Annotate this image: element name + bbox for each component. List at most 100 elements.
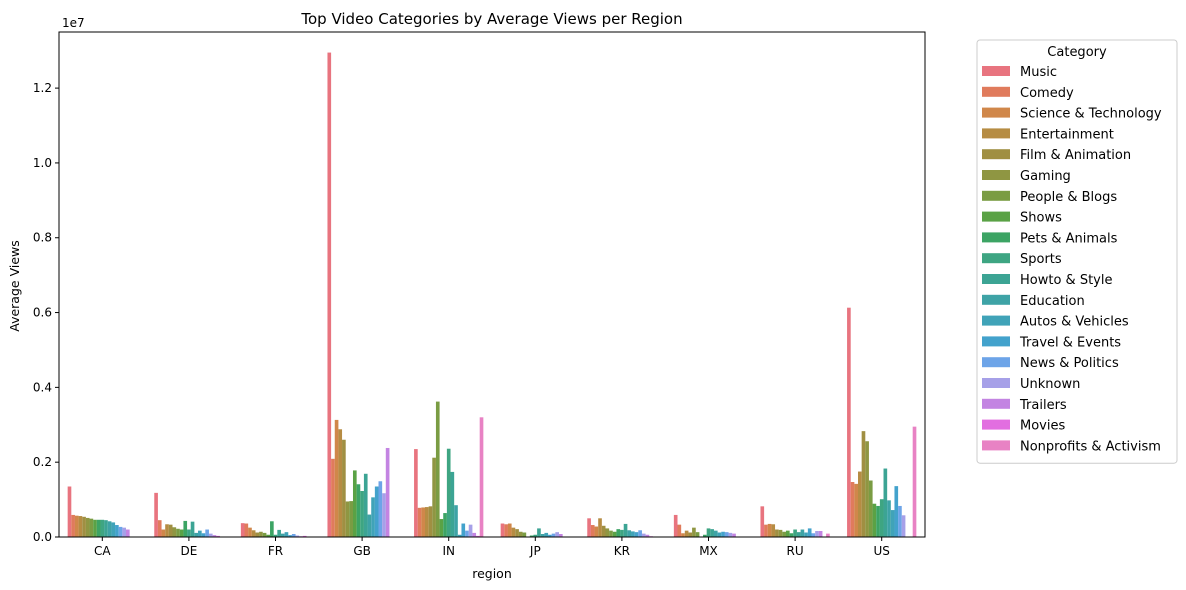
bars-layer — [67, 52, 917, 537]
bar-jp-trailers — [559, 534, 563, 537]
y-tick-label: 0.8 — [33, 231, 52, 245]
bar-fr-gaming — [259, 531, 263, 537]
bar-ru-unknown — [815, 531, 819, 537]
bar-jp-education — [540, 534, 545, 537]
bar-gb-film-animation — [342, 439, 346, 537]
bar-fr-pets-animals — [270, 521, 274, 537]
bar-ca-pets-animals — [96, 519, 101, 537]
bar-us-entertainment — [858, 471, 862, 537]
legend-label-pets-animals[interactable]: Pets & Animals — [1020, 231, 1118, 246]
bar-gb-music — [327, 52, 332, 537]
bar-ca-howto-style — [104, 520, 108, 537]
legend-swatch-autos-vehicles — [982, 315, 1010, 326]
bar-kr-education — [627, 530, 632, 537]
x-axis-label: region — [472, 566, 512, 581]
bar-ru-science-technology — [767, 523, 772, 537]
bar-kr-travel-events — [634, 532, 639, 537]
bar-mx-autos-vehicles — [717, 532, 722, 537]
bar-de-news-politics — [205, 529, 209, 537]
bar-kr-music — [587, 518, 591, 537]
legend-label-music[interactable]: Music — [1020, 65, 1057, 80]
bar-kr-entertainment — [598, 518, 602, 537]
legend-swatch-sports — [982, 253, 1010, 264]
legend-label-movies[interactable]: Movies — [1020, 419, 1065, 434]
legend-label-nonprofits-activism[interactable]: Nonprofits & Activism — [1020, 439, 1161, 454]
legend-label-unknown[interactable]: Unknown — [1020, 377, 1080, 392]
bar-ru-sports — [793, 529, 797, 537]
bar-in-autos-vehicles — [457, 534, 462, 537]
y-tick-label: 0.4 — [33, 380, 52, 394]
bar-fr-autos-vehicles — [284, 532, 289, 537]
bar-jp-autos-vehicles — [544, 532, 549, 537]
bar-jp-people-blogs — [522, 532, 527, 537]
legend-label-news-politics[interactable]: News & Politics — [1020, 356, 1119, 371]
bar-mx-news-politics — [724, 532, 729, 537]
legend-label-howto-style[interactable]: Howto & Style — [1020, 273, 1112, 288]
bar-ru-autos-vehicles — [804, 532, 808, 537]
bar-mx-film-animation — [688, 532, 693, 537]
bar-ca-sports — [100, 519, 105, 537]
legend-label-science-technology[interactable]: Science & Technology — [1020, 107, 1162, 122]
legend-swatch-science-technology — [982, 107, 1010, 118]
bar-fr-people-blogs — [262, 532, 267, 537]
bar-ca-trailers — [126, 529, 130, 537]
bar-kr-gaming — [605, 528, 610, 537]
legend-label-sports[interactable]: Sports — [1020, 252, 1062, 267]
legend-label-education[interactable]: Education — [1020, 294, 1085, 309]
bar-kr-shows — [612, 531, 617, 537]
bar-in-howto-style — [450, 471, 455, 537]
bar-fr-news-politics — [291, 534, 296, 537]
bar-in-unknown — [468, 524, 473, 537]
bar-in-comedy — [417, 507, 422, 537]
x-tick-label: GB — [353, 544, 371, 558]
legend-swatch-entertainment — [982, 128, 1010, 139]
legend-label-comedy[interactable]: Comedy — [1020, 86, 1074, 101]
bar-ca-music — [67, 486, 72, 537]
x-tick-label: MX — [699, 544, 718, 558]
legend-swatch-film-animation — [982, 149, 1010, 160]
legend-label-trailers[interactable]: Trailers — [1019, 398, 1067, 413]
bar-jp-sports — [533, 534, 538, 537]
bar-mx-howto-style — [710, 529, 714, 537]
bar-fr-howto-style — [277, 529, 281, 537]
legend-label-autos-vehicles[interactable]: Autos & Vehicles — [1020, 315, 1129, 330]
legend[interactable]: Category Music Comedy Science & Technology E… — [976, 39, 1178, 464]
legend-label-gaming[interactable]: Gaming — [1020, 169, 1071, 184]
x-tick-label: FR — [268, 544, 283, 558]
bar-de-comedy — [157, 520, 162, 537]
legend-label-film-animation[interactable]: Film & Animation — [1020, 148, 1131, 163]
bar-jp-gaming — [518, 531, 523, 537]
bar-in-pets-animals — [443, 513, 447, 537]
bar-de-film-animation — [168, 524, 173, 537]
bar-us-travel-events — [894, 486, 899, 537]
bar-mx-trailers — [732, 533, 736, 537]
bar-de-shows — [179, 529, 184, 537]
x-tick-label: DE — [180, 544, 197, 558]
bar-ca-news-politics — [118, 526, 123, 537]
legend-label-travel-events[interactable]: Travel & Events — [1019, 335, 1121, 350]
bar-mx-education — [713, 530, 718, 537]
bar-jp-news-politics — [551, 533, 556, 537]
bar-de-unknown — [208, 533, 213, 537]
bar-gb-comedy — [331, 458, 335, 537]
bar-mx-unknown — [728, 532, 733, 537]
x-tick-label: US — [873, 544, 889, 558]
bar-kr-science-technology — [594, 526, 599, 537]
bar-in-sports — [446, 448, 451, 537]
bar-de-entertainment — [165, 524, 169, 537]
bar-ru-music — [760, 506, 765, 537]
bar-gb-entertainment — [338, 429, 343, 537]
bar-gb-education — [367, 514, 372, 537]
legend-label-people-blogs[interactable]: People & Blogs — [1020, 190, 1117, 205]
bar-gb-trailers — [385, 447, 390, 537]
bar-ru-people-blogs — [782, 531, 786, 537]
legend-label-shows[interactable]: Shows — [1020, 211, 1062, 226]
bar-ca-travel-events — [115, 525, 119, 537]
bar-de-trailers — [212, 535, 217, 537]
bar-ru-entertainment — [771, 524, 776, 537]
bar-in-shows — [439, 519, 444, 537]
bar-ca-unknown — [122, 527, 126, 537]
bar-ca-shows — [93, 519, 97, 537]
bar-in-film-animation — [428, 506, 433, 537]
legend-label-entertainment[interactable]: Entertainment — [1020, 127, 1114, 142]
